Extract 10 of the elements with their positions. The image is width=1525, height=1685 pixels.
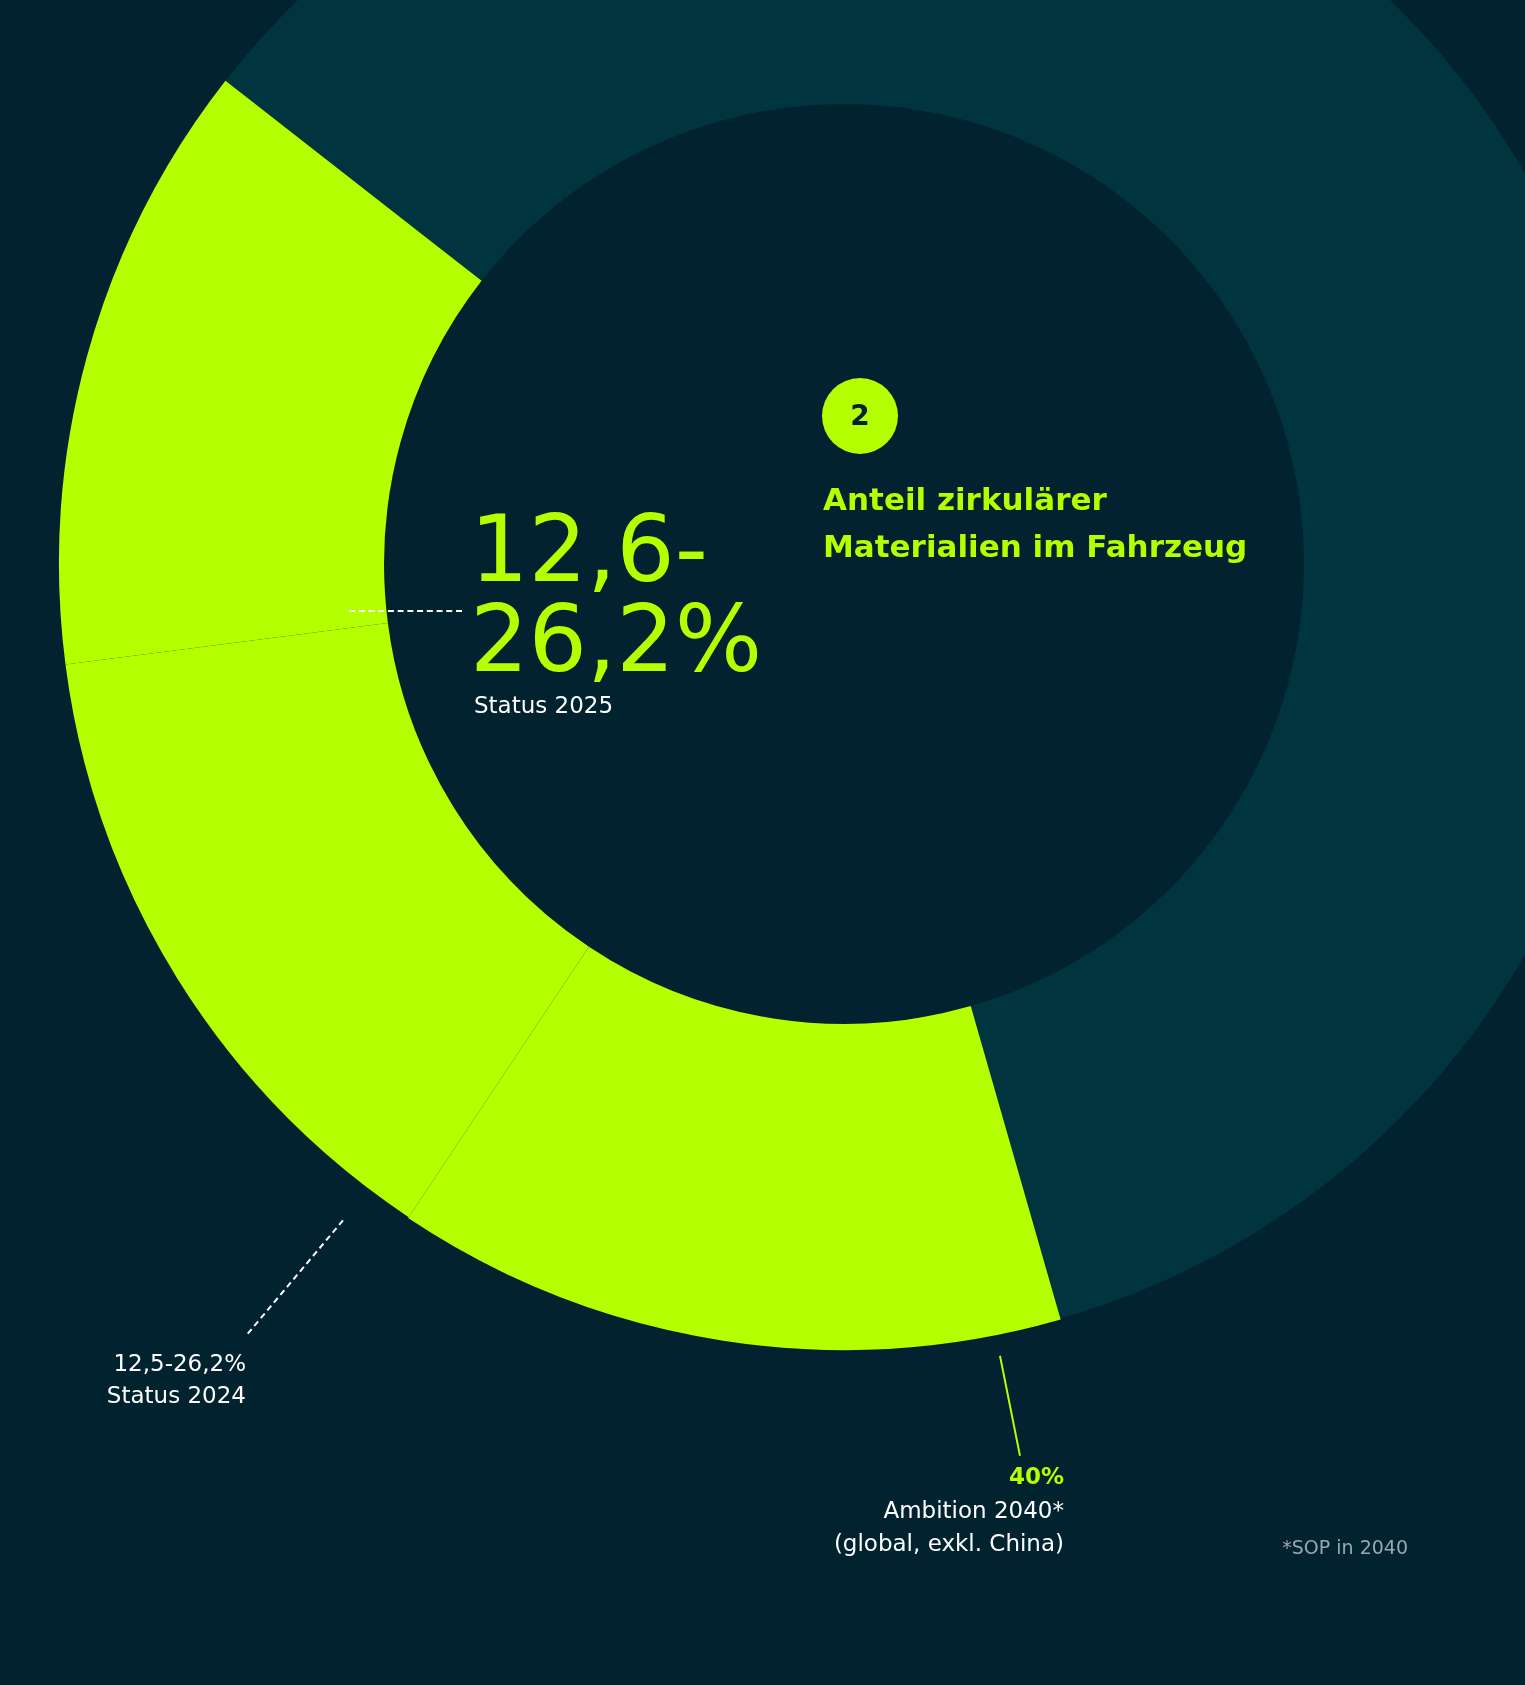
text: Anteil zirkulärer Materialien im Fahrzeug [823, 480, 1249, 566]
text: Status 2025 [474, 692, 614, 718]
text: 40% [1008, 1463, 1064, 1489]
text: (global, exkl. China) [833, 1530, 1064, 1556]
text: Ambition 2040* [883, 1497, 1064, 1523]
text: 2 [822, 378, 898, 454]
text: Status 2024 [106, 1382, 246, 1408]
text: 12,5-26,2% [113, 1350, 246, 1376]
text: *SOP in 2040 [1282, 1536, 1408, 1558]
text: 12,6-26,2% [470, 496, 763, 694]
